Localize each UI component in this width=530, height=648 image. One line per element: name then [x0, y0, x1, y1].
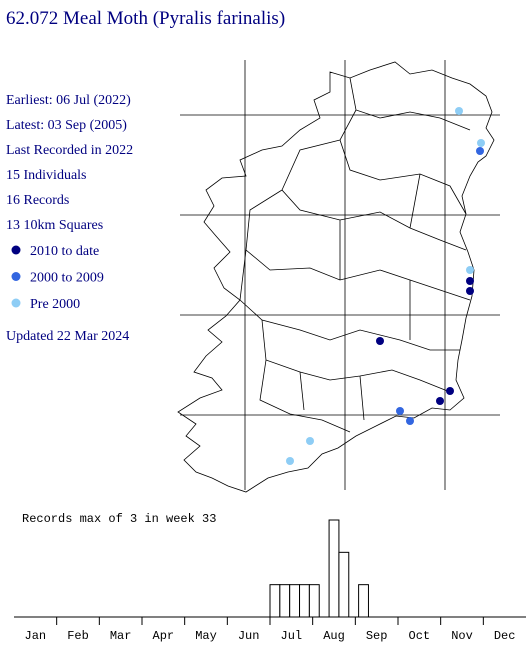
record-dot [466, 266, 474, 274]
x-tick-label: Mar [110, 629, 132, 643]
record-dot [306, 437, 314, 445]
legend-label: 2010 to date [30, 244, 99, 259]
info-line: Last Recorded in 2022 [6, 143, 133, 158]
record-dot [466, 277, 474, 285]
record-dot [286, 457, 294, 465]
x-tick-label: Dec [494, 629, 516, 643]
x-tick-label: Feb [67, 629, 89, 643]
chart-title: Records max of 3 in week 33 [22, 512, 216, 526]
county-borders [239, 77, 471, 433]
record-dot [396, 407, 404, 415]
bar [308, 584, 320, 618]
info-line: 15 Individuals [6, 168, 87, 183]
bar [289, 584, 301, 618]
x-tick-label: Jan [25, 629, 47, 643]
info-line: Latest: 03 Sep (2005) [6, 118, 127, 133]
bar [328, 519, 340, 618]
x-tick-label: Apr [153, 629, 175, 643]
record-dot [476, 147, 484, 155]
legend-dot [11, 272, 21, 281]
info-line: 13 10km Squares [6, 218, 103, 233]
x-tick-label: Jul [281, 629, 303, 643]
grid [180, 60, 500, 490]
record-dot [477, 139, 485, 147]
bar [269, 584, 281, 618]
legend-label: Pre 2000 [30, 297, 80, 312]
legend-dot [11, 298, 21, 308]
info-line: 16 Records [6, 193, 69, 208]
x-tick-label: Aug [323, 629, 345, 643]
record-dot [455, 107, 463, 115]
bar [299, 584, 310, 618]
x-tick-label: May [195, 629, 217, 643]
legend-label: 2000 to 2009 [30, 271, 104, 286]
record-dot [376, 337, 384, 345]
x-tick-label: Sep [366, 629, 388, 643]
info-line: Earliest: 06 Jul (2022) [6, 93, 131, 108]
x-tick-label: Jun [238, 629, 260, 643]
updated-note: Updated 22 Mar 2024 [6, 329, 129, 344]
x-tick-label: Oct [409, 629, 431, 643]
map [177, 60, 500, 493]
island-outline [177, 61, 495, 493]
bar [279, 584, 291, 618]
record-dot [466, 287, 474, 295]
legend-dot [11, 245, 21, 255]
page-title: 62.072 Meal Moth (Pyralis farinalis) [6, 8, 285, 29]
record-dot [406, 417, 414, 425]
record-dot [446, 387, 454, 395]
bar [358, 584, 369, 618]
bar [338, 551, 350, 618]
record-dot [436, 397, 444, 405]
x-tick-label: Nov [451, 629, 473, 643]
